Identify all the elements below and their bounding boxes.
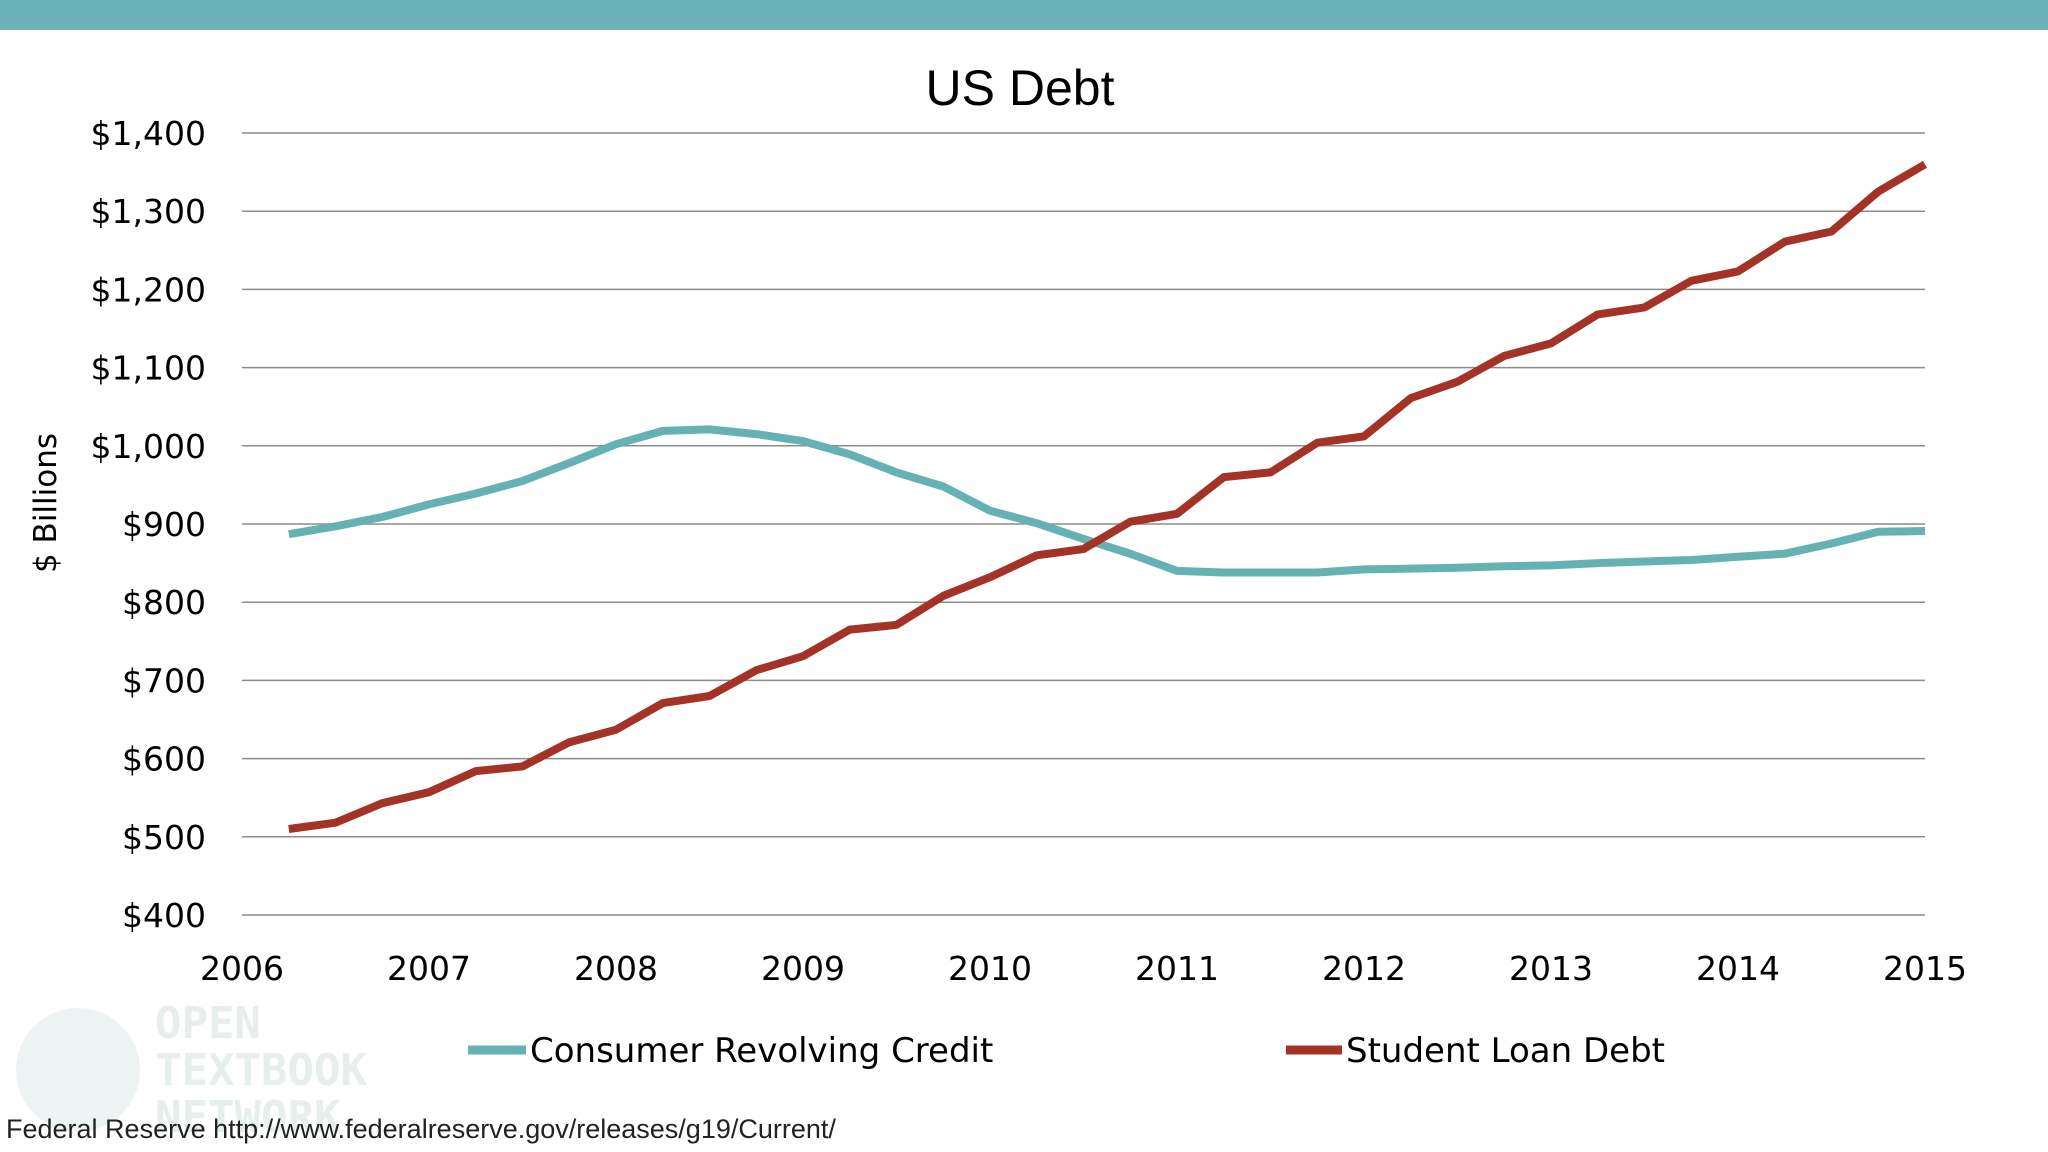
y-tick-label-800: $800 xyxy=(122,583,206,622)
x-tick-label-2006: 2006 xyxy=(200,949,284,988)
y-tick-label-900: $900 xyxy=(122,505,206,544)
source-citation: Federal Reserve http://www.federalreserv… xyxy=(6,1114,836,1144)
y-tick-label-700: $700 xyxy=(122,661,206,700)
x-axis-ticks: 2006 2007 2008 2009 2010 2011 2012 2013 2014 2015 xyxy=(200,949,1967,988)
x-tick-label-2012: 2012 xyxy=(1322,949,1406,988)
y-tick-label-1400: $1,400 xyxy=(91,114,206,153)
top-banner-bar xyxy=(0,0,2048,30)
y-tick-label-400: $400 xyxy=(122,896,206,935)
watermark-line-2: TEXTBOOK xyxy=(155,1045,367,1096)
x-tick-label-2009: 2009 xyxy=(761,949,845,988)
chart-title: US Debt xyxy=(926,60,1115,116)
series-line-student-loan-debt xyxy=(288,160,1928,833)
y-tick-label-1200: $1,200 xyxy=(91,270,206,309)
watermark-line-1: OPEN xyxy=(155,998,261,1049)
y-tick-label-600: $600 xyxy=(122,740,206,779)
x-tick-label-2010: 2010 xyxy=(948,949,1032,988)
y-axis-ticks: $400 $500 $600 $700 $800 $900 $1,000 $1,100 $1,2… xyxy=(91,114,206,935)
legend-label-student-loan-debt: Student Loan Debt xyxy=(1346,1031,1665,1071)
legend-label-consumer-revolving-credit: Consumer Revolving Credit xyxy=(530,1031,993,1071)
x-tick-label-2008: 2008 xyxy=(574,949,658,988)
chart-series xyxy=(288,160,1928,833)
y-axis-label: $ Billions xyxy=(28,433,64,573)
y-tick-label-1300: $1,300 xyxy=(91,192,206,231)
series-line-consumer-revolving-credit xyxy=(288,425,1926,577)
grid-lines xyxy=(242,132,1925,916)
y-tick-label-1100: $1,100 xyxy=(91,349,206,388)
x-tick-label-2011: 2011 xyxy=(1135,949,1219,988)
open-textbook-network-watermark: OPEN TEXTBOOK NETWORK xyxy=(16,998,367,1143)
x-tick-label-2014: 2014 xyxy=(1696,949,1780,988)
watermark-line-3: NETWORK xyxy=(155,1092,341,1143)
x-tick-label-2013: 2013 xyxy=(1509,949,1593,988)
x-tick-label-2007: 2007 xyxy=(387,949,471,988)
chart-legend: Consumer Revolving Credit Student Loan D… xyxy=(468,1031,1665,1071)
x-tick-label-2015: 2015 xyxy=(1883,949,1967,988)
globe-logo-icon xyxy=(16,1008,140,1132)
y-tick-label-500: $500 xyxy=(122,818,206,857)
y-tick-label-1000: $1,000 xyxy=(91,427,206,466)
